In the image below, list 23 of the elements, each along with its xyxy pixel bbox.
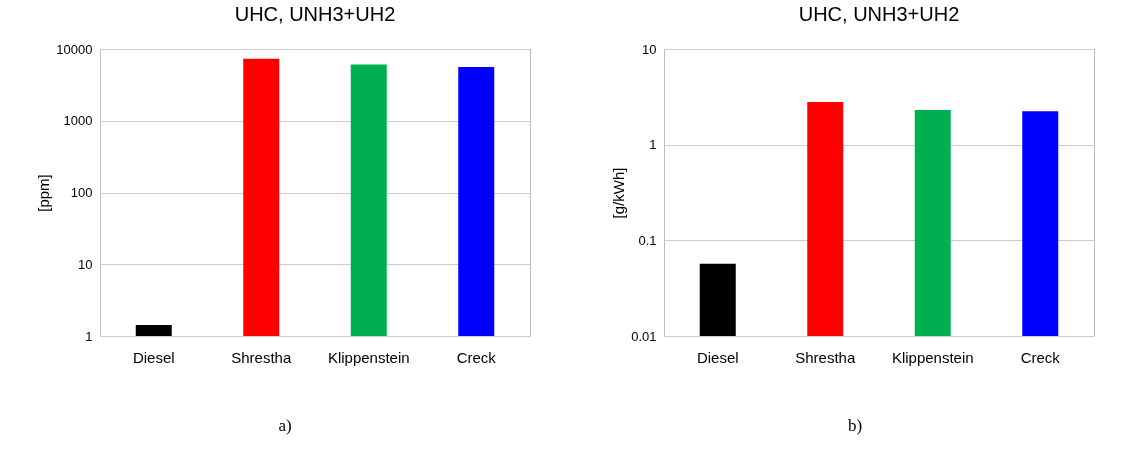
y-axis-title: [ppm] — [34, 174, 52, 212]
chart-title: UHC, UNH3+UH2 — [234, 3, 395, 25]
text: a) — [278, 416, 292, 436]
x-tick-label: Klippenstein — [891, 348, 974, 366]
x-tick-label: Klippenstein — [327, 348, 410, 366]
x-tick-label: Creck — [1020, 348, 1061, 366]
y-axis-title: [g/kWh] — [610, 167, 628, 219]
y-tick-label: 1000 — [63, 113, 92, 129]
chart-title: UHC, UNH3+UH2 — [798, 3, 960, 25]
y-tick-label: 10 — [77, 256, 92, 272]
y-tick-label: 0.1 — [638, 232, 657, 248]
x-tick-label: Shrestha — [230, 348, 292, 366]
y-tick-label: 0.01 — [631, 328, 657, 344]
y-tick-label: 1 — [84, 328, 92, 344]
y-tick-label: 1 — [649, 137, 657, 153]
x-tick-label: Creck — [456, 348, 496, 366]
x-tick-label: Shrestha — [795, 348, 856, 366]
y-tick-label: 10 — [642, 41, 657, 57]
y-tick-label: 10000 — [55, 41, 92, 57]
y-tick-label: 100 — [70, 185, 92, 200]
x-tick-label: Diesel — [696, 348, 739, 366]
x-tick-label: Diesel — [132, 348, 175, 366]
text: b) — [847, 416, 863, 436]
